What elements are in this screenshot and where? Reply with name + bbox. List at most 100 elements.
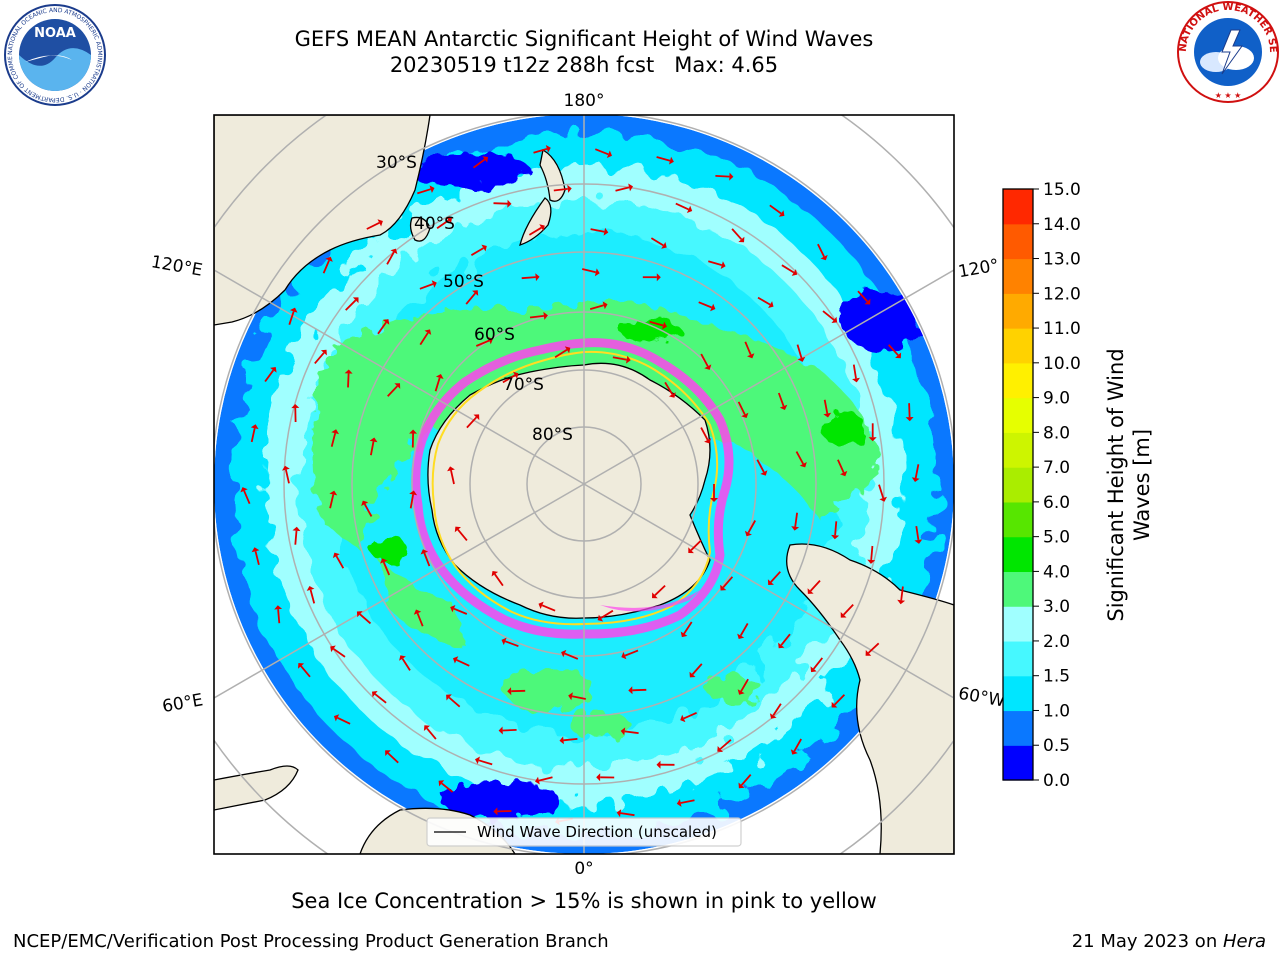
wave-vector-shaft — [833, 694, 846, 706]
wave-vector-head — [790, 749, 798, 755]
wave-vector-shaft — [571, 695, 586, 700]
wave-vector-head — [594, 268, 600, 277]
wave-vector-shaft — [796, 344, 803, 359]
colorbar-tick-label: 2.0 — [1043, 632, 1070, 652]
wave-vector-head — [737, 689, 745, 695]
wave-vector-head — [306, 586, 315, 591]
wave-vector-head — [377, 219, 383, 227]
colorbar-swatch — [1003, 189, 1033, 225]
wave-vector-shaft — [794, 512, 798, 527]
wave-vector-shaft — [612, 356, 627, 361]
wave-vector-shaft — [915, 525, 920, 541]
wave-vector-shaft — [888, 344, 899, 356]
wave-vector-shaft — [314, 352, 325, 364]
wave-vector-head — [620, 727, 626, 736]
wave-vector-shaft — [589, 304, 604, 310]
colorbar-swatch — [1003, 223, 1033, 260]
wave-vector-head — [621, 651, 627, 660]
wave-vector-head — [729, 172, 734, 181]
wave-vector-shaft — [423, 552, 431, 567]
wave-vector-head — [498, 726, 503, 735]
wave-vector-shaft — [698, 301, 713, 309]
wave-vector-head — [473, 414, 480, 421]
wave-vector-shaft — [650, 237, 664, 247]
vector-legend: Wind Wave Direction (unscaled) — [426, 817, 742, 847]
wave-vector-shaft — [366, 221, 380, 230]
colorbar-swatch — [1003, 536, 1033, 573]
wave-vector-shaft — [538, 776, 553, 782]
colorbar-tick-label: 8.0 — [1043, 423, 1070, 443]
colorbar: 0.0 0.5 1.0 1.5 2.0 3.0 4.0 5.0 6.0 7.0 8.0 9.0 10.0… — [1002, 180, 1081, 791]
wave-vector-head — [747, 353, 755, 359]
wave-vector-shaft — [632, 688, 647, 692]
wave-vector-head — [413, 609, 422, 615]
wave-vector-head — [352, 297, 359, 304]
wave-vector-head — [662, 321, 667, 330]
wave-vector-head — [369, 437, 378, 443]
wave-vector-shaft — [528, 226, 542, 236]
wave-vector-head — [810, 666, 817, 673]
wave-vector-head — [385, 750, 391, 756]
wave-vector-head — [481, 244, 487, 252]
wave-vector-shaft — [337, 716, 351, 725]
wave-vector-head — [676, 799, 682, 807]
wave-vector-head — [535, 273, 540, 282]
wave-vector-head — [501, 637, 507, 646]
colorbar-tick-label: 1.0 — [1043, 701, 1070, 721]
wave-vector-shaft — [656, 156, 671, 162]
wave-vector-head — [292, 526, 301, 532]
graticule — [214, 115, 954, 854]
wave-vector-shaft — [654, 584, 666, 596]
colorbar-tick-label: 7.0 — [1043, 458, 1070, 478]
wave-vector-head — [344, 369, 353, 374]
wave-vector-head — [390, 248, 398, 255]
wave-vector-shaft — [504, 640, 519, 648]
wave-vector-shaft — [772, 703, 782, 716]
wave-vector-head — [538, 601, 544, 609]
nws-logo: NATIONAL WEATHER SERVICE ★ ★ ★ — [1176, 0, 1279, 103]
wave-vector-head — [704, 438, 712, 444]
wave-vector-head — [867, 559, 876, 564]
colorbar-tick-label: 13.0 — [1043, 250, 1081, 270]
wave-vector-head — [704, 364, 712, 370]
wave-vector-shaft — [345, 299, 357, 311]
svg-text:★ ★ ★: ★ ★ ★ — [1215, 91, 1242, 100]
wave-vector-shaft — [834, 521, 838, 536]
footer-machine: Hera — [1222, 931, 1266, 952]
wave-vector-shaft — [908, 403, 911, 418]
colorbar-tick-label: 5.0 — [1043, 528, 1070, 548]
wave-vector-head — [865, 650, 872, 656]
wave-vector-shaft — [387, 752, 399, 764]
footer-date: 21 May 2023 on Hera — [1072, 931, 1266, 952]
lon-label-60w: 60°W — [957, 684, 1007, 712]
wave-vector-shaft — [419, 332, 429, 346]
colorbar-swatch — [1003, 501, 1033, 538]
colorbar-tick-label: 0.0 — [1043, 771, 1070, 791]
wave-vector-shaft — [680, 799, 695, 804]
wave-vector-shaft — [288, 311, 295, 325]
wave-vector-head — [778, 210, 785, 217]
wave-vector-shaft — [867, 642, 880, 654]
colorbar-tick-label: 4.0 — [1043, 562, 1070, 582]
colorbar-label-line2: Waves [m] — [1130, 429, 1154, 541]
wave-vector-head — [791, 269, 798, 276]
wave-vector-shaft — [793, 738, 802, 752]
lat-label-40s: 40°S — [414, 214, 455, 234]
wave-vector-shaft — [564, 652, 579, 660]
wave-vector-shaft — [436, 219, 450, 229]
wave-vector-head — [564, 346, 571, 354]
wave-vector-head — [450, 605, 456, 613]
wave-vector-shaft — [777, 392, 785, 407]
wave-vector-head — [447, 466, 455, 472]
wave-vector-shaft — [374, 693, 387, 704]
wave-vector-head — [680, 631, 688, 638]
wave-vector-head — [438, 780, 445, 787]
wave-vector-head — [823, 412, 832, 418]
wave-vector-head — [669, 156, 674, 165]
wave-vector-head — [453, 656, 459, 664]
wave-vector-head — [429, 185, 435, 193]
wave-vector-head — [420, 549, 429, 555]
wave-vector-shaft — [817, 243, 825, 258]
map-title: GEFS MEAN Antarctic Significant Height o… — [294, 27, 874, 51]
wave-vector-shaft — [419, 283, 434, 290]
